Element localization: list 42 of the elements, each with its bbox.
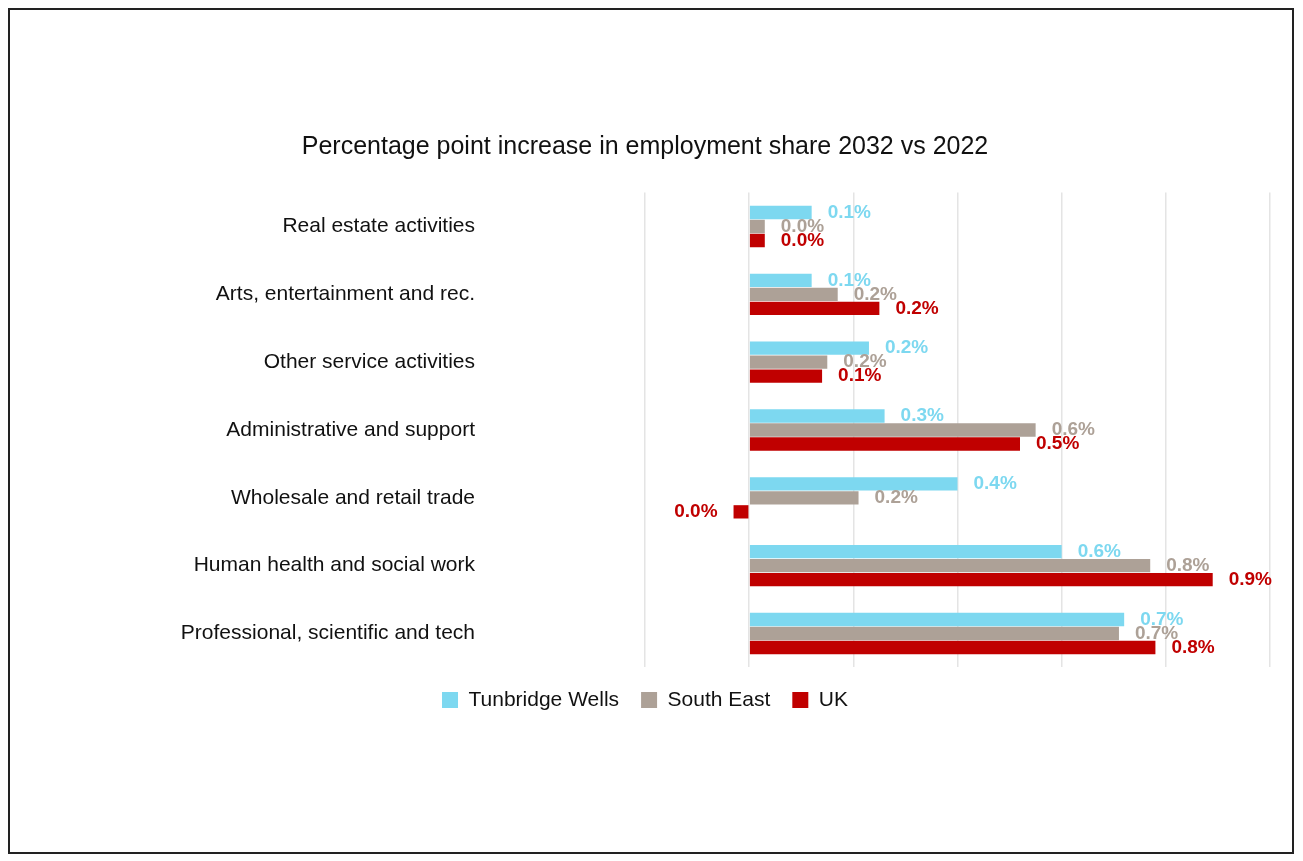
data-label: 0.9% <box>1228 567 1273 589</box>
bar <box>749 341 869 355</box>
y-tick-label: Other service activities <box>263 348 475 372</box>
legend-label: Tunbridge Wells <box>468 686 620 710</box>
bar <box>749 626 1119 641</box>
data-label: 0.2% <box>884 336 929 358</box>
bar <box>749 219 765 234</box>
data-label: 0.2% <box>874 486 918 508</box>
data-label: 0.4% <box>973 472 1017 494</box>
data-label: 0.1% <box>827 200 872 222</box>
bar <box>749 409 885 423</box>
bar <box>749 355 828 369</box>
y-tick-label: Professional, scientific and tech <box>180 620 475 644</box>
bar <box>749 287 838 301</box>
y-tick-label: Real estate activities <box>282 213 475 237</box>
data-label: 0.2% <box>895 296 939 318</box>
bar <box>749 640 1156 655</box>
bar <box>749 573 1213 587</box>
bar <box>749 369 823 383</box>
bar <box>749 205 812 220</box>
bar <box>749 612 1125 627</box>
bar <box>749 301 880 316</box>
data-label: 0.6% <box>1077 539 1122 561</box>
bar <box>749 437 1020 451</box>
y-tick-label: Administrative and support <box>226 416 476 440</box>
y-tick-label: Arts, entertainment and rec. <box>215 281 475 305</box>
data-label: 0.0% <box>674 500 718 522</box>
y-tick-label: Human health and social work <box>193 552 476 576</box>
bar <box>749 477 958 491</box>
bar <box>749 233 765 248</box>
y-tick-label: Wholesale and retail trade <box>231 484 475 508</box>
legend-label: UK <box>818 686 848 710</box>
legend-label: South East <box>667 686 771 710</box>
data-label: 0.8% <box>1166 553 1210 575</box>
bar <box>749 491 859 505</box>
data-label: 0.3% <box>900 404 944 426</box>
bar <box>749 423 1036 437</box>
bar <box>733 505 749 519</box>
bar <box>749 273 812 287</box>
bar <box>749 544 1062 559</box>
bar <box>749 559 1151 573</box>
chart-title: Percentage point increase in employment share 2032 vs 2022 <box>301 131 989 160</box>
